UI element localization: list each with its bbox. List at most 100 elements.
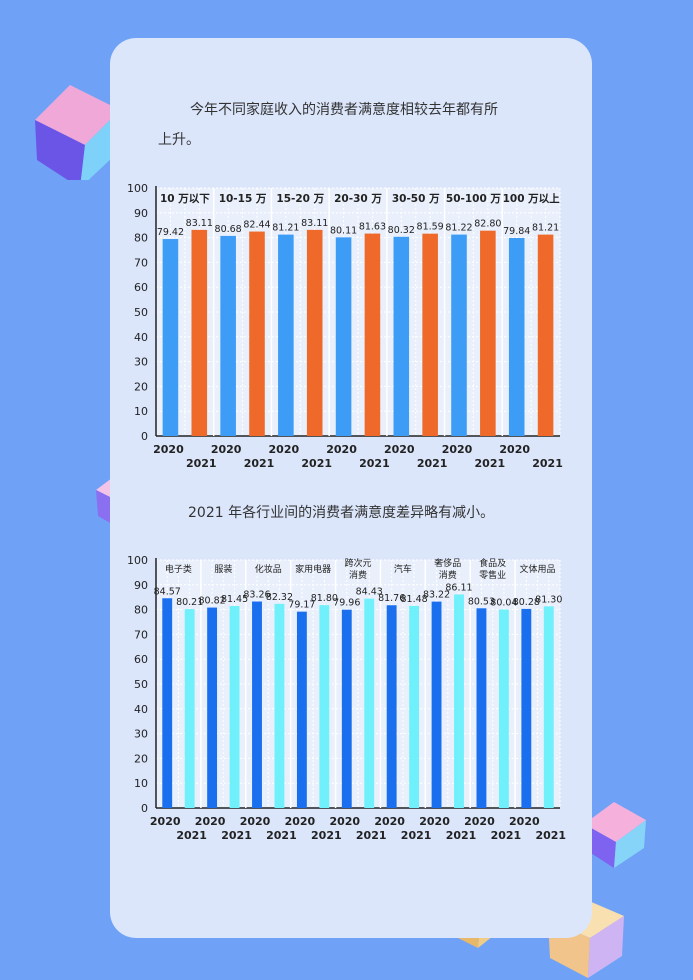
category-label-line-2: 消费 bbox=[349, 569, 367, 581]
value-label-2021: 82.32 bbox=[266, 592, 293, 603]
x-tick-label-2021: 2021 bbox=[356, 829, 387, 842]
category-label-line-2: 消费 bbox=[439, 569, 457, 581]
x-tick-label-2021: 2021 bbox=[532, 457, 563, 470]
y-tick-label: 90 bbox=[134, 207, 148, 220]
y-tick-label: 100 bbox=[127, 182, 148, 195]
x-tick-label-2020: 2020 bbox=[285, 815, 316, 828]
value-label-2020: 80.11 bbox=[330, 225, 357, 236]
value-label-2020: 79.96 bbox=[333, 598, 360, 609]
category-label: 15-20 万 bbox=[276, 193, 324, 205]
y-tick-label: 60 bbox=[134, 281, 148, 294]
y-tick-label: 30 bbox=[134, 356, 148, 369]
category-label-line-2: 零售业 bbox=[479, 569, 506, 581]
value-label-2021: 82.80 bbox=[474, 219, 501, 230]
bar-2020 bbox=[252, 601, 262, 808]
x-tick-label-2021: 2021 bbox=[266, 829, 297, 842]
bar-2021 bbox=[274, 603, 285, 808]
x-tick-label-2021: 2021 bbox=[535, 829, 566, 842]
cube-decoration-right bbox=[584, 802, 646, 868]
x-tick-label-2021: 2021 bbox=[359, 457, 390, 470]
y-tick-label: 80 bbox=[134, 604, 148, 617]
x-tick-label-2021: 2021 bbox=[475, 457, 506, 470]
y-tick-label: 10 bbox=[134, 405, 148, 418]
category-label: 文体用品 bbox=[520, 563, 556, 575]
intro-text-1-line-1: 今年不同家庭收入的消费者满意度相较去年都有所 bbox=[190, 102, 498, 118]
value-label-2021: 81.30 bbox=[535, 594, 562, 605]
y-tick-label: 80 bbox=[134, 232, 148, 245]
x-tick-label-2021: 2021 bbox=[244, 457, 275, 470]
x-tick-label-2020: 2020 bbox=[384, 443, 415, 456]
x-tick-label-2020: 2020 bbox=[464, 815, 495, 828]
y-tick-label: 0 bbox=[141, 430, 148, 443]
value-label-2020: 83.26 bbox=[243, 590, 270, 601]
y-tick-label: 50 bbox=[134, 678, 148, 691]
category-label-line-1: 奢侈品 bbox=[434, 557, 461, 569]
bar-2020 bbox=[393, 236, 410, 436]
x-tick-label-2020: 2020 bbox=[195, 815, 226, 828]
x-tick-label-2021: 2021 bbox=[401, 829, 432, 842]
value-label-2021: 86.11 bbox=[445, 582, 472, 593]
y-tick-label: 70 bbox=[134, 256, 148, 269]
bar-2020 bbox=[296, 611, 307, 808]
value-label-2021: 83.11 bbox=[301, 218, 328, 229]
industry-satisfaction-chart: 010203040506070809010084.5780.21电子类20202… bbox=[127, 554, 566, 842]
category-label-line-1: 食品及 bbox=[479, 557, 506, 569]
cube-decoration-top-left bbox=[35, 85, 120, 180]
value-label-2020: 84.57 bbox=[154, 586, 181, 597]
bar-2020 bbox=[341, 609, 352, 808]
intro-text-1: 今年不同家庭收入的消费者满意度相较去年都有所 上升。 bbox=[158, 95, 578, 155]
x-tick-label-2020: 2020 bbox=[509, 815, 540, 828]
intro-text-2: 2021 年各行业间的消费者满意度差异略有减小。 bbox=[188, 505, 495, 521]
x-tick-label-2021: 2021 bbox=[446, 829, 477, 842]
bar-2020 bbox=[162, 239, 179, 436]
x-tick-label-2020: 2020 bbox=[326, 443, 357, 456]
bar-2021 bbox=[480, 230, 496, 436]
value-label-2021: 81.63 bbox=[359, 222, 386, 233]
y-tick-label: 40 bbox=[134, 703, 148, 716]
bar-2021 bbox=[319, 605, 330, 808]
category-label: 30-50 万 bbox=[392, 193, 440, 205]
x-tick-label-2020: 2020 bbox=[329, 815, 360, 828]
x-tick-label-2021: 2021 bbox=[491, 829, 522, 842]
x-tick-label-2020: 2020 bbox=[419, 815, 450, 828]
bar-2021 bbox=[249, 231, 265, 436]
x-tick-label-2021: 2021 bbox=[176, 829, 207, 842]
y-tick-label: 60 bbox=[134, 653, 148, 666]
x-tick-label-2021: 2021 bbox=[311, 829, 342, 842]
bar-2021 bbox=[422, 233, 438, 436]
x-tick-label-2021: 2021 bbox=[221, 829, 252, 842]
value-label-2021: 81.45 bbox=[221, 594, 248, 605]
x-tick-label-2021: 2021 bbox=[417, 457, 448, 470]
y-tick-label: 20 bbox=[134, 380, 148, 393]
value-label-2020: 79.42 bbox=[157, 227, 184, 238]
bar-2021 bbox=[184, 609, 195, 808]
bar-2021 bbox=[409, 605, 420, 808]
bar-2020 bbox=[335, 237, 352, 436]
x-tick-label-2020: 2020 bbox=[153, 443, 184, 456]
bar-2021 bbox=[191, 229, 208, 436]
value-label-2021: 80.21 bbox=[176, 597, 203, 608]
x-tick-label-2021: 2021 bbox=[186, 457, 217, 470]
bar-2020 bbox=[451, 234, 467, 436]
bar-2020 bbox=[220, 235, 236, 436]
x-tick-label-2021: 2021 bbox=[301, 457, 332, 470]
bar-2020 bbox=[162, 598, 173, 808]
value-label-2020: 79.84 bbox=[503, 226, 530, 237]
value-label-2021: 83.11 bbox=[186, 218, 213, 229]
category-label-line-1: 跨次元 bbox=[344, 557, 371, 569]
y-tick-label: 10 bbox=[134, 777, 148, 790]
x-tick-label-2020: 2020 bbox=[499, 443, 530, 456]
bar-2021 bbox=[364, 233, 381, 436]
value-label-2020: 80.32 bbox=[388, 225, 415, 236]
value-label-2021: 81.59 bbox=[417, 222, 444, 233]
bar-2021 bbox=[306, 229, 323, 436]
y-tick-label: 0 bbox=[141, 802, 148, 815]
bar-2020 bbox=[386, 605, 397, 808]
value-label-2021: 81.80 bbox=[311, 593, 338, 604]
value-label-2021: 80.04 bbox=[490, 598, 517, 609]
bar-2020 bbox=[278, 234, 294, 436]
category-label: 家用电器 bbox=[295, 563, 331, 575]
y-tick-label: 40 bbox=[134, 331, 148, 344]
bar-2020 bbox=[521, 608, 532, 808]
